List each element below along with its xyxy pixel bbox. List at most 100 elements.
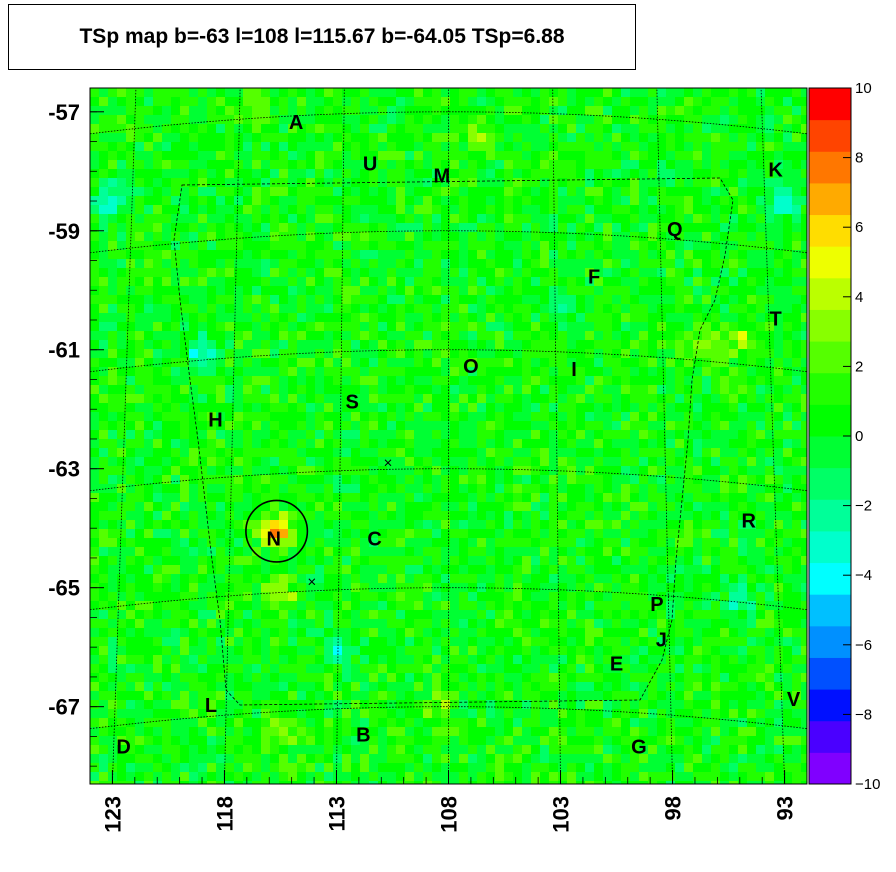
heatmap-cell — [585, 115, 594, 124]
heatmap-cell — [486, 178, 495, 187]
heatmap-cell — [108, 196, 117, 205]
heatmap-cell — [414, 538, 423, 547]
heatmap-cell — [171, 646, 180, 655]
heatmap-cell — [252, 241, 261, 250]
heatmap-cell — [684, 556, 693, 565]
heatmap-cell — [495, 511, 504, 520]
heatmap-cell — [378, 241, 387, 250]
heatmap-cell — [171, 502, 180, 511]
heatmap-cell — [342, 340, 351, 349]
heatmap-cell — [576, 529, 585, 538]
heatmap-cell — [351, 259, 360, 268]
heatmap-cell — [459, 178, 468, 187]
heatmap-cell — [684, 637, 693, 646]
heatmap-cell — [180, 610, 189, 619]
heatmap-cell — [576, 448, 585, 457]
heatmap-cell — [585, 331, 594, 340]
heatmap-cell — [585, 412, 594, 421]
heatmap-cell — [414, 619, 423, 628]
heatmap-cell — [801, 223, 807, 232]
heatmap-cell — [666, 349, 675, 358]
heatmap-cell — [243, 304, 252, 313]
heatmap-cell — [243, 151, 252, 160]
heatmap-cell — [630, 538, 639, 547]
heatmap-cell — [180, 421, 189, 430]
heatmap-cell — [576, 520, 585, 529]
heatmap-cell — [414, 142, 423, 151]
heatmap-cell — [720, 214, 729, 223]
heatmap-cell — [621, 376, 630, 385]
heatmap-cell — [207, 385, 216, 394]
heatmap-cell — [630, 169, 639, 178]
heatmap-cell — [504, 583, 513, 592]
heatmap-cell — [666, 457, 675, 466]
heatmap-cell — [792, 403, 801, 412]
heatmap-cell — [603, 529, 612, 538]
heatmap-cell — [387, 196, 396, 205]
heatmap-cell — [594, 556, 603, 565]
heatmap-cell — [792, 205, 801, 214]
heatmap-cell — [252, 277, 261, 286]
heatmap-cell — [108, 529, 117, 538]
heatmap-cell — [558, 331, 567, 340]
heatmap-cell — [648, 331, 657, 340]
heatmap-cell — [711, 358, 720, 367]
heatmap-cell — [261, 106, 270, 115]
heatmap-cell — [351, 304, 360, 313]
heatmap-cell — [342, 367, 351, 376]
heatmap-cell — [747, 349, 756, 358]
heatmap-cell — [288, 277, 297, 286]
heatmap-cell — [549, 187, 558, 196]
heatmap-cell — [792, 637, 801, 646]
heatmap-cell — [729, 385, 738, 394]
heatmap-cell — [297, 448, 306, 457]
heatmap-cell — [567, 178, 576, 187]
heatmap-cell — [135, 610, 144, 619]
heatmap-cell — [288, 385, 297, 394]
heatmap-cell — [549, 457, 558, 466]
heatmap-cell — [207, 133, 216, 142]
heatmap-cell — [693, 106, 702, 115]
heatmap-cell — [747, 529, 756, 538]
heatmap-cell — [252, 484, 261, 493]
heatmap-cell — [108, 574, 117, 583]
heatmap-cell — [477, 637, 486, 646]
heatmap-cell — [108, 646, 117, 655]
heatmap-cell — [333, 448, 342, 457]
heatmap-cell — [531, 484, 540, 493]
heatmap-cell — [459, 160, 468, 169]
heatmap-cell — [774, 493, 783, 502]
heatmap-cell — [342, 394, 351, 403]
heatmap-cell — [315, 646, 324, 655]
heatmap-cell — [297, 178, 306, 187]
heatmap-cell — [657, 160, 666, 169]
heatmap-cell — [585, 196, 594, 205]
heatmap-cell — [126, 610, 135, 619]
heatmap-cell — [603, 421, 612, 430]
heatmap-cell — [513, 412, 522, 421]
heatmap-cell — [198, 295, 207, 304]
heatmap-cell — [108, 376, 117, 385]
heatmap-cell — [747, 619, 756, 628]
heatmap-cell — [171, 340, 180, 349]
heatmap-cell — [711, 583, 720, 592]
heatmap-cell — [531, 385, 540, 394]
heatmap-cell — [279, 385, 288, 394]
heatmap-cell — [639, 241, 648, 250]
heatmap-cell — [378, 187, 387, 196]
heatmap-cell — [153, 133, 162, 142]
heatmap-cell — [198, 214, 207, 223]
heatmap-cell — [549, 313, 558, 322]
heatmap-cell — [162, 565, 171, 574]
heatmap-cell — [702, 133, 711, 142]
heatmap-cell — [504, 277, 513, 286]
heatmap-cell — [666, 304, 675, 313]
heatmap-cell — [396, 520, 405, 529]
heatmap-cell — [693, 277, 702, 286]
heatmap-cell — [549, 583, 558, 592]
heatmap-cell — [405, 133, 414, 142]
heatmap-cell — [306, 358, 315, 367]
heatmap-cell — [162, 457, 171, 466]
heatmap-cell — [657, 106, 666, 115]
heatmap-cell — [423, 304, 432, 313]
